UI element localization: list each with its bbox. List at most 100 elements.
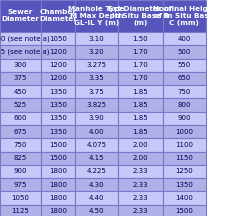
Bar bbox=[0, 165, 41, 178]
Bar bbox=[75, 45, 118, 59]
Bar bbox=[118, 59, 163, 72]
Text: 3.825: 3.825 bbox=[87, 102, 106, 108]
Text: Nominal Height
of In Situ Base
C (mm): Nominal Height of In Situ Base C (mm) bbox=[153, 6, 216, 26]
Text: 1500: 1500 bbox=[175, 208, 193, 214]
Text: 1150: 1150 bbox=[175, 155, 193, 161]
Text: 825: 825 bbox=[14, 155, 27, 161]
Text: 3.20: 3.20 bbox=[89, 49, 104, 55]
Text: 2.33: 2.33 bbox=[133, 195, 148, 201]
Text: 4.225: 4.225 bbox=[87, 168, 106, 175]
Text: 1200: 1200 bbox=[49, 49, 67, 55]
Bar bbox=[75, 85, 118, 98]
Bar bbox=[0, 205, 41, 216]
Bar bbox=[41, 85, 75, 98]
Text: 3.275: 3.275 bbox=[87, 62, 106, 68]
Text: 375: 375 bbox=[14, 75, 27, 81]
Bar bbox=[41, 205, 75, 216]
Bar bbox=[163, 152, 206, 165]
Bar bbox=[118, 125, 163, 138]
Bar bbox=[75, 138, 118, 152]
Bar bbox=[75, 125, 118, 138]
Bar bbox=[163, 98, 206, 112]
Text: 1350: 1350 bbox=[49, 129, 67, 135]
Text: 1800: 1800 bbox=[49, 208, 67, 214]
Bar bbox=[41, 152, 75, 165]
Text: 1800: 1800 bbox=[49, 195, 67, 201]
Text: 2.00: 2.00 bbox=[133, 155, 148, 161]
Text: 750: 750 bbox=[178, 89, 191, 95]
Bar bbox=[118, 45, 163, 59]
Bar bbox=[118, 178, 163, 191]
Text: 4.30: 4.30 bbox=[89, 182, 104, 188]
Bar bbox=[118, 85, 163, 98]
Bar bbox=[0, 32, 41, 45]
Text: Chamber
Diameter: Chamber Diameter bbox=[39, 10, 77, 22]
Bar bbox=[0, 191, 41, 205]
Text: 3.35: 3.35 bbox=[89, 75, 104, 81]
Bar bbox=[163, 138, 206, 152]
Bar bbox=[163, 125, 206, 138]
Text: 500: 500 bbox=[178, 49, 191, 55]
Bar bbox=[75, 178, 118, 191]
Text: 3.75: 3.75 bbox=[89, 89, 104, 95]
Bar bbox=[163, 59, 206, 72]
Text: 1350: 1350 bbox=[49, 102, 67, 108]
Text: 400: 400 bbox=[178, 36, 191, 42]
Bar bbox=[41, 191, 75, 205]
Text: 900: 900 bbox=[14, 168, 27, 175]
Text: 4.075: 4.075 bbox=[87, 142, 106, 148]
Text: 550: 550 bbox=[178, 62, 191, 68]
Bar bbox=[41, 125, 75, 138]
Bar bbox=[163, 205, 206, 216]
Bar bbox=[0, 138, 41, 152]
Bar bbox=[163, 85, 206, 98]
Text: 1100: 1100 bbox=[175, 142, 193, 148]
Bar bbox=[163, 112, 206, 125]
Text: 4.40: 4.40 bbox=[89, 195, 104, 201]
Bar bbox=[0, 178, 41, 191]
Text: 1.50: 1.50 bbox=[133, 36, 148, 42]
Bar bbox=[0, 98, 41, 112]
Bar bbox=[75, 0, 118, 32]
Bar bbox=[118, 32, 163, 45]
Text: 225 (see note a): 225 (see note a) bbox=[0, 49, 49, 55]
Text: 1800: 1800 bbox=[49, 182, 67, 188]
Text: 3.10: 3.10 bbox=[89, 36, 104, 42]
Bar bbox=[0, 45, 41, 59]
Text: 1125: 1125 bbox=[12, 208, 29, 214]
Bar bbox=[41, 59, 75, 72]
Text: 1.85: 1.85 bbox=[133, 129, 148, 135]
Text: 1350: 1350 bbox=[49, 115, 67, 121]
Bar bbox=[41, 45, 75, 59]
Bar bbox=[163, 45, 206, 59]
Bar bbox=[41, 165, 75, 178]
Bar bbox=[163, 178, 206, 191]
Text: 1350: 1350 bbox=[49, 89, 67, 95]
Bar bbox=[163, 0, 206, 32]
Text: 1.70: 1.70 bbox=[132, 62, 148, 68]
Text: 1800: 1800 bbox=[49, 168, 67, 175]
Text: 1200: 1200 bbox=[49, 62, 67, 68]
Bar bbox=[41, 98, 75, 112]
Text: 675: 675 bbox=[14, 129, 27, 135]
Bar bbox=[118, 138, 163, 152]
Text: 2.00: 2.00 bbox=[133, 142, 148, 148]
Bar bbox=[118, 0, 163, 32]
Text: 2.33: 2.33 bbox=[133, 208, 148, 214]
Bar bbox=[75, 32, 118, 45]
Text: 1.85: 1.85 bbox=[133, 89, 148, 95]
Bar bbox=[118, 165, 163, 178]
Text: 150 (see note a): 150 (see note a) bbox=[0, 35, 49, 42]
Text: 750: 750 bbox=[14, 142, 27, 148]
Bar bbox=[118, 152, 163, 165]
Bar bbox=[0, 152, 41, 165]
Bar bbox=[0, 59, 41, 72]
Text: 1400: 1400 bbox=[175, 195, 193, 201]
Bar bbox=[118, 205, 163, 216]
Bar bbox=[41, 72, 75, 85]
Text: 1.70: 1.70 bbox=[132, 49, 148, 55]
Text: 900: 900 bbox=[178, 115, 191, 121]
Bar bbox=[163, 72, 206, 85]
Text: 1.85: 1.85 bbox=[133, 102, 148, 108]
Text: 300: 300 bbox=[14, 62, 27, 68]
